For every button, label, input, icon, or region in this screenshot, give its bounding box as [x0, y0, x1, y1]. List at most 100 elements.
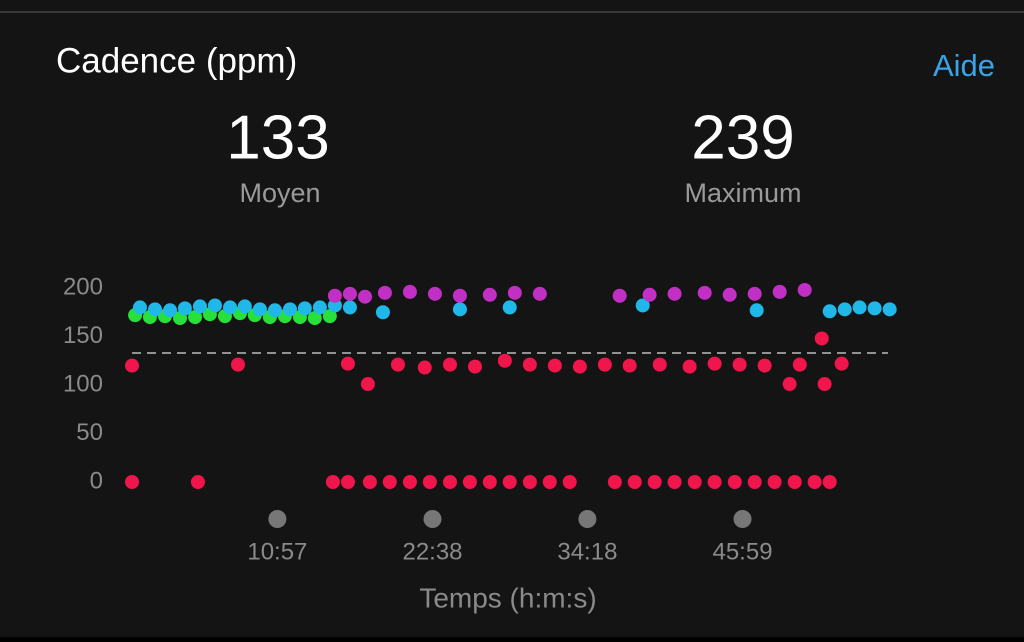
data-point: [442, 357, 457, 372]
data-point: [188, 310, 203, 325]
data-point: [667, 286, 682, 301]
data-point: [652, 357, 667, 372]
data-point: [482, 287, 497, 302]
data-point: [148, 302, 163, 317]
chart-title: Cadence (ppm): [56, 41, 297, 80]
data-point: [312, 300, 327, 315]
stat-value: 239: [691, 103, 794, 172]
data-point: [797, 282, 812, 297]
data-point: [223, 300, 238, 315]
data-point: [297, 301, 312, 316]
data-point: [542, 475, 557, 489]
x-tick-dot: [578, 510, 597, 528]
data-point: [252, 302, 267, 317]
data-point: [757, 358, 772, 373]
data-point: [340, 356, 355, 371]
data-point: [612, 288, 627, 303]
data-point: [867, 301, 882, 316]
data-point: [507, 285, 522, 300]
x-tick-label: 45:59: [712, 538, 772, 565]
data-point: [562, 475, 577, 489]
data-point: [402, 284, 417, 299]
stat-label: Maximum: [684, 178, 801, 208]
data-point: [532, 286, 547, 301]
data-point: [125, 358, 139, 373]
data-point: [230, 357, 245, 372]
data-point: [382, 475, 397, 489]
data-point: [707, 356, 722, 371]
x-tick-dot: [423, 510, 442, 528]
data-point: [327, 288, 342, 303]
data-point: [325, 475, 340, 489]
data-point: [502, 300, 517, 315]
help-link[interactable]: Aide: [933, 48, 995, 83]
data-point: [732, 357, 747, 372]
data-point: [402, 475, 417, 489]
data-point: [342, 300, 357, 315]
data-point: [327, 298, 342, 313]
data-point: [749, 303, 764, 318]
data-point: [822, 475, 837, 489]
data-point: [375, 305, 390, 320]
data-point: [417, 360, 432, 375]
data-point: [767, 475, 782, 489]
data-point: [787, 475, 802, 489]
data-point: [462, 475, 477, 489]
data-point: [547, 358, 562, 373]
data-point: [362, 475, 377, 489]
data-point: [727, 475, 742, 489]
data-point: [163, 303, 178, 318]
data-point: [572, 359, 587, 374]
data-point: [190, 475, 205, 489]
data-point: [607, 475, 622, 489]
data-point: [467, 359, 482, 374]
data-point: [177, 301, 192, 316]
data-point: [237, 299, 252, 314]
data-point: [814, 331, 829, 346]
data-point: [282, 302, 297, 317]
data-point: [682, 359, 697, 374]
data-point: [482, 475, 497, 489]
data-point: [707, 475, 722, 489]
data-point: [817, 377, 832, 392]
data-point: [340, 475, 355, 489]
data-point: [522, 357, 537, 372]
data-point: [452, 288, 467, 303]
data-point: [452, 302, 467, 317]
y-tick-label: 50: [76, 419, 103, 446]
x-axis-label: Temps (h:m:s): [419, 582, 596, 613]
data-point: [267, 303, 282, 318]
data-point: [647, 475, 662, 489]
y-tick-label: 0: [90, 467, 103, 494]
stat-label: Moyen: [239, 178, 320, 208]
data-point: [834, 356, 849, 371]
data-point: [622, 358, 637, 373]
data-point: [377, 285, 392, 300]
data-point: [322, 309, 337, 324]
x-tick-label: 10:57: [247, 538, 307, 565]
data-point: [667, 475, 682, 489]
data-point: [807, 475, 822, 489]
data-point: [502, 475, 517, 489]
y-tick-label: 200: [63, 273, 103, 300]
x-tick-label: 22:38: [402, 538, 462, 565]
data-point: [772, 284, 787, 299]
data-point: [597, 357, 612, 372]
data-point: [360, 377, 375, 392]
data-point: [782, 377, 797, 392]
data-point: [192, 299, 207, 314]
data-point: [722, 287, 737, 302]
data-point: [442, 475, 457, 489]
data-point: [882, 302, 897, 317]
data-point: [358, 289, 373, 304]
plot-area: 0 50 100 150 200 10:57 22:38 34:18 45:59: [63, 273, 897, 565]
data-point: [390, 357, 405, 372]
x-tick-label: 34:18: [557, 538, 617, 565]
stat-value: 133: [226, 103, 329, 172]
data-point: [852, 300, 867, 315]
data-point: [627, 475, 642, 489]
data-point: [522, 475, 537, 489]
data-point: [642, 287, 657, 302]
data-point: [132, 300, 147, 315]
